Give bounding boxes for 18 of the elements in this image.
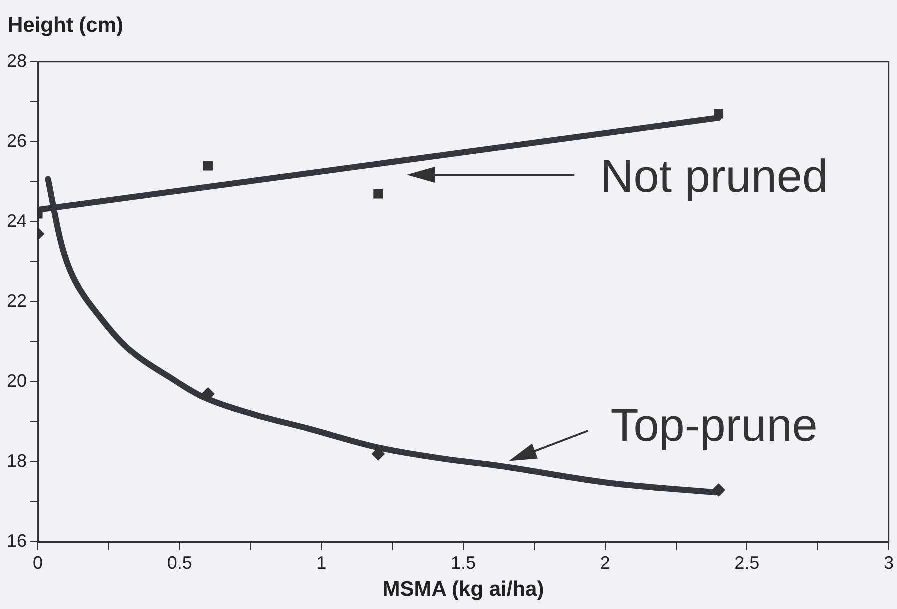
x-tick-label: 0.5 xyxy=(167,552,192,573)
x-tick-label: 1 xyxy=(316,552,327,573)
y-tick-label: 22 xyxy=(6,291,28,312)
y-tick-label: 16 xyxy=(6,531,28,552)
x-tick-label: 0 xyxy=(33,552,44,573)
x-tick-label: 1.5 xyxy=(450,552,476,573)
x-tick-label: 3 xyxy=(884,552,894,573)
y-tick-label: 26 xyxy=(6,131,28,151)
y-axis-title: Height (cm) xyxy=(8,14,124,38)
y-tick-label: 24 xyxy=(6,211,28,232)
y-tick-label: 20 xyxy=(6,371,28,392)
x-axis-title: MSMA (kg ai/ha) xyxy=(382,578,544,602)
y-tick-label: 28 xyxy=(6,50,28,71)
annotation: Top-prune xyxy=(610,398,818,450)
x-tick-label: 2.5 xyxy=(734,552,760,573)
annotation: Not pruned xyxy=(600,150,828,202)
y-tick-label: 18 xyxy=(6,451,28,472)
x-tick-label: 2 xyxy=(600,552,610,573)
